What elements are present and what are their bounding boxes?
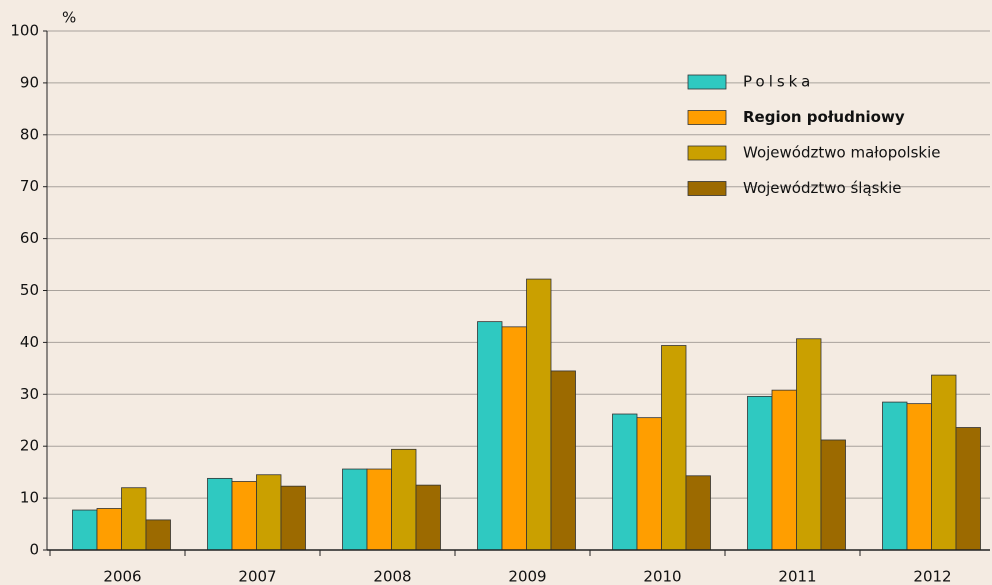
bar <box>636 417 662 551</box>
bar <box>391 448 417 551</box>
x-tick-label: 2008 <box>373 568 411 585</box>
legend-label: Region południowy <box>743 108 905 126</box>
bar <box>931 374 957 551</box>
legend-swatch <box>687 181 727 196</box>
bar <box>771 389 797 551</box>
x-tick-label: 2007 <box>238 568 276 585</box>
bar <box>820 439 846 551</box>
bar <box>796 338 822 551</box>
y-tick-label: 60 <box>20 229 39 247</box>
y-unit: % <box>62 9 76 27</box>
y-tick-label: 80 <box>20 125 39 143</box>
bar <box>612 413 638 551</box>
bar <box>72 509 98 551</box>
bar <box>96 508 122 551</box>
legend-label: Polska <box>743 73 814 91</box>
x-tick-label: 2012 <box>913 568 951 585</box>
bar <box>661 345 687 551</box>
legend-swatch <box>687 74 727 90</box>
legend-label: Województwo małopolskie <box>743 144 940 162</box>
x-tick-label: 2011 <box>778 568 816 585</box>
bar <box>366 468 392 551</box>
legend-swatch <box>687 145 727 161</box>
y-tick-label: 50 <box>20 281 39 299</box>
bar <box>477 321 503 551</box>
legend-label: Województwo śląskie <box>743 179 902 197</box>
y-tick-label: 30 <box>20 385 39 403</box>
bar <box>955 427 981 551</box>
bar <box>550 370 576 551</box>
bar <box>906 403 932 551</box>
bar <box>526 278 552 551</box>
y-tick-label: 100 <box>10 22 39 40</box>
bar <box>685 475 711 551</box>
y-tick-label: 20 <box>20 437 39 455</box>
bar <box>501 326 527 551</box>
bar <box>342 468 368 551</box>
bar <box>207 477 233 551</box>
bar <box>882 401 908 551</box>
bar <box>231 481 257 551</box>
y-tick-label: 40 <box>20 333 39 351</box>
bar <box>280 485 306 551</box>
bar <box>145 519 171 551</box>
y-tick-label: 90 <box>20 73 39 91</box>
x-tick-label: 2010 <box>643 568 681 585</box>
bar <box>256 474 282 551</box>
x-tick-label: 2006 <box>103 568 141 585</box>
bar <box>747 395 773 551</box>
y-tick-label: 70 <box>20 177 39 195</box>
legend-swatch <box>687 110 727 125</box>
x-tick-label: 2009 <box>508 568 546 585</box>
y-tick-label: 10 <box>20 489 39 507</box>
y-tick-label: 0 <box>29 541 39 559</box>
bar <box>415 484 441 551</box>
bar <box>121 487 147 551</box>
